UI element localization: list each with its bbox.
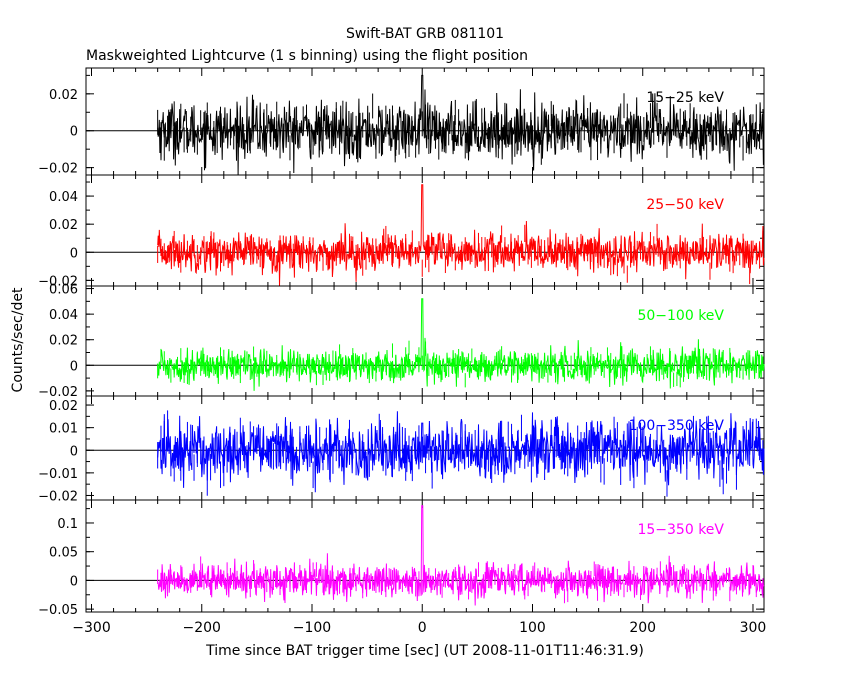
y-tick-label: 0.04 [49, 190, 78, 205]
y-tick-label: 0.05 [49, 546, 78, 561]
y-axis-label: Counts/sec/det [10, 287, 26, 392]
panel-1: −0.02 0 0.02 0.04 25−50 keV [38, 174, 765, 289]
y-tick-label: 0.02 [49, 334, 78, 349]
y-tick-label: −0.02 [38, 489, 78, 504]
y-tick-label: 0.02 [49, 218, 78, 233]
y-tick-label: 0.04 [49, 308, 78, 323]
x-tick-label: 200 [629, 620, 656, 636]
panel-frame [85, 174, 765, 287]
x-tick-label: −100 [293, 620, 331, 636]
lightcurve-line [157, 74, 765, 176]
x-tick-label: 0 [418, 620, 427, 636]
x-axis: −300 −200 −100 0 100 200 300 [72, 620, 766, 636]
band-label: 100−350 keV [629, 418, 725, 434]
y-tick-label: 0 [70, 125, 78, 140]
y-tick-label: −0.02 [38, 162, 78, 177]
band-label: 50−100 keV [637, 308, 724, 324]
panel-4: −0.05 0 0.05 0.1 15−350 keV [38, 499, 765, 618]
panel-3: −0.02 −0.01 0 0.01 0.02 100−350 keV [38, 395, 765, 504]
y-tick-label: −0.05 [38, 603, 78, 618]
lightcurve-line [157, 298, 765, 391]
x-axis-label: Time since BAT trigger time [sec] (UT 20… [205, 643, 644, 659]
panel-frame [85, 499, 765, 613]
x-tick-label: 100 [519, 620, 546, 636]
y-tick-label: −0.02 [38, 274, 78, 289]
y-tick-label: 0.02 [49, 88, 78, 103]
y-tick-label: 0 [70, 246, 78, 261]
y-tick-label: 0 [70, 359, 78, 374]
y-tick-label: 0.01 [49, 422, 78, 437]
x-tick-label: −200 [183, 620, 221, 636]
y-tick-label: −0.01 [38, 467, 78, 482]
y-tick-label: 0.06 [49, 283, 78, 298]
lightcurve-line [157, 184, 765, 287]
x-tick-label: −300 [72, 620, 110, 636]
y-tick-label: 0.1 [57, 517, 78, 532]
lightcurve-line [157, 505, 765, 606]
band-label: 15−25 keV [646, 90, 724, 106]
chart-subtitle: Maskweighted Lightcurve (1 s binning) us… [86, 48, 528, 64]
chart-title: Swift-BAT GRB 081101 [346, 26, 504, 42]
y-tick-label: 0 [70, 444, 78, 459]
band-label: 25−50 keV [646, 197, 724, 213]
panel-2: −0.02 0 0.02 0.04 0.06 50−100 keV [38, 283, 765, 400]
y-tick-label: 0 [70, 574, 78, 589]
panels-group: −0.02 0 0.02 15−25 keV −0.02 0 0.02 0.04 25−50 k… [38, 67, 765, 618]
band-label: 15−350 keV [637, 522, 724, 538]
lightcurve-line [157, 411, 765, 493]
y-tick-label: 0.02 [49, 399, 78, 414]
panel-0: −0.02 0 0.02 15−25 keV [38, 67, 765, 177]
y-tick-label: −0.02 [38, 385, 78, 400]
x-tick-label: 300 [740, 620, 767, 636]
